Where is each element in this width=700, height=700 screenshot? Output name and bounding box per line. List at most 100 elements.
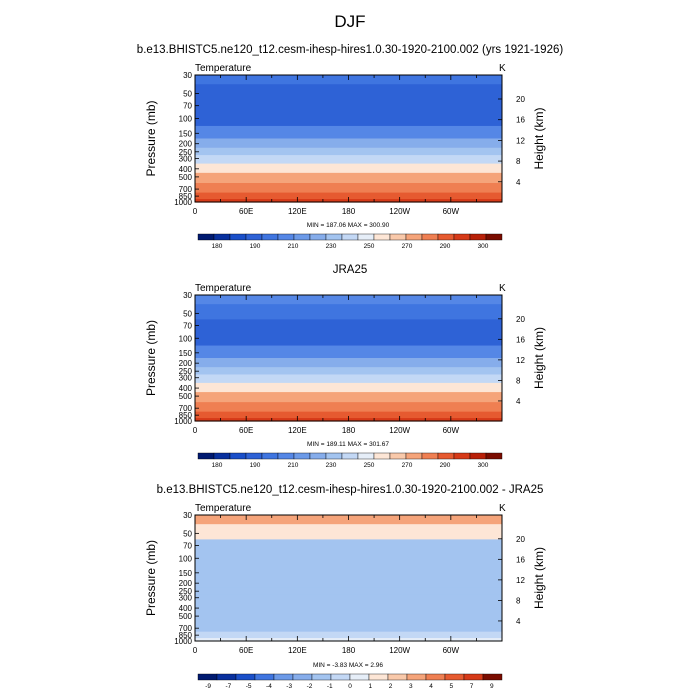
colorbar-swatch [229, 233, 247, 241]
colorbar-swatch [453, 452, 471, 460]
colorbar-swatch [406, 673, 427, 681]
y-tick-label: 700 [179, 404, 193, 413]
contour-band-400mb [195, 382, 502, 393]
x-tick-label: 60E [239, 646, 253, 655]
colorbar-swatch [197, 233, 215, 241]
colorbar-swatch [421, 452, 439, 460]
x-tick-label: 180 [342, 207, 356, 216]
colorbar-swatch [213, 233, 231, 241]
colorbar-swatch [405, 233, 423, 241]
colorbar-swatch [368, 673, 389, 681]
contour-band-150mb [195, 565, 502, 579]
colorbar-swatch [373, 233, 391, 241]
colorbar-swatch [437, 452, 455, 460]
y-tick-label: 1000 [174, 198, 192, 207]
colorbar-swatch [485, 233, 503, 241]
y-tick-label: 100 [179, 334, 193, 343]
contour-band-850mb [195, 192, 502, 200]
colorbar-swatch [387, 673, 408, 681]
y-tick-label: 150 [179, 129, 193, 138]
y-tick-label: 250 [179, 367, 193, 376]
main-title: DJF [334, 12, 365, 31]
contour-band-500mb [195, 392, 502, 403]
colorbar-swatch [357, 452, 375, 460]
y-tick-label: 850 [179, 192, 193, 201]
y-tick-label: 1000 [174, 417, 192, 426]
contour-band-200mb [195, 578, 502, 588]
panel-difference-variable: Temperature [195, 503, 252, 514]
colorbar-label: -7 [226, 683, 232, 690]
colorbar-label: 210 [288, 243, 299, 250]
colorbar-swatch [293, 452, 311, 460]
y-tick-label: 500 [179, 173, 193, 182]
colorbar-swatch [273, 673, 294, 681]
colorbar-label: 300 [478, 243, 489, 250]
contour-band-100mb [195, 551, 502, 567]
colorbar-swatch [293, 233, 311, 241]
colorbar-swatch [485, 452, 503, 460]
x-tick-label: 180 [342, 426, 356, 435]
y2-tick-label: 12 [516, 136, 525, 145]
x-tick-label: 60W [443, 426, 460, 435]
y-tick-label: 700 [179, 185, 193, 194]
contour-band-300mb [195, 155, 502, 165]
x-tick-label: 60W [443, 646, 460, 655]
y2-axis-title: Height (km) [532, 107, 546, 169]
colorbar-swatch [437, 233, 455, 241]
contour-band-70mb [195, 539, 502, 553]
colorbar-swatch [235, 673, 256, 681]
x-tick-label: 120W [389, 207, 410, 216]
y-tick-label: 50 [183, 309, 192, 318]
contour-band-70mb [195, 99, 502, 113]
y-tick-label: 500 [179, 612, 193, 621]
colorbar-label: 4 [429, 683, 433, 690]
colorbar-swatch [444, 673, 465, 681]
colorbar-swatch [261, 452, 279, 460]
x-tick-label: 60E [239, 426, 253, 435]
y-tick-label: 850 [179, 631, 193, 640]
y2-axis-title: Height (km) [532, 547, 546, 609]
colorbar-swatch [425, 673, 446, 681]
colorbar-label: -3 [286, 683, 292, 690]
x-tick-label: 0 [193, 207, 198, 216]
colorbar-swatch [245, 233, 263, 241]
colorbar-swatch [277, 233, 295, 241]
y-tick-label: 400 [179, 604, 193, 613]
y2-tick-label: 16 [516, 555, 525, 564]
colorbar-swatch [463, 673, 484, 681]
y-tick-label: 200 [179, 359, 193, 368]
y2-axis-title: Height (km) [532, 327, 546, 389]
colorbar-label: -5 [246, 683, 252, 690]
contour-band-850mb [195, 411, 502, 419]
contour-band-700mb [195, 402, 502, 413]
y2-tick-label: 4 [516, 397, 521, 406]
colorbar-label: 3 [409, 683, 413, 690]
y-tick-label: 250 [179, 587, 193, 596]
x-tick-label: 0 [193, 426, 198, 435]
colorbar-label: 300 [478, 462, 489, 469]
y-tick-label: 70 [183, 102, 192, 111]
x-tick-label: 60W [443, 207, 460, 216]
colorbar-label: 250 [364, 462, 375, 469]
colorbar-label: 190 [250, 243, 261, 250]
panel-model: b.e13.BHISTC5.ne120_t12.cesm-ihesp-hires… [137, 44, 564, 250]
y-tick-label: 400 [179, 384, 193, 393]
colorbar-swatch [482, 673, 503, 681]
contour-band-400mb [195, 602, 502, 613]
x-tick-label: 120W [389, 426, 410, 435]
contour-band-700mb [195, 182, 502, 194]
colorbar-swatch [229, 452, 247, 460]
panel-reanalysis-variable: Temperature [195, 283, 252, 294]
contour-band-50mb [195, 524, 502, 541]
colorbar-swatch [245, 452, 263, 460]
contour-band-250mb [195, 587, 502, 596]
colorbar-label: 270 [402, 462, 413, 469]
colorbar-swatch [277, 452, 295, 460]
colorbar-swatch [421, 233, 439, 241]
colorbar-swatch [197, 452, 215, 460]
contour-band-200mb [195, 358, 502, 368]
colorbar-label: 250 [364, 243, 375, 250]
colorbar-label: 190 [250, 462, 261, 469]
contour-band-300mb [195, 594, 502, 604]
